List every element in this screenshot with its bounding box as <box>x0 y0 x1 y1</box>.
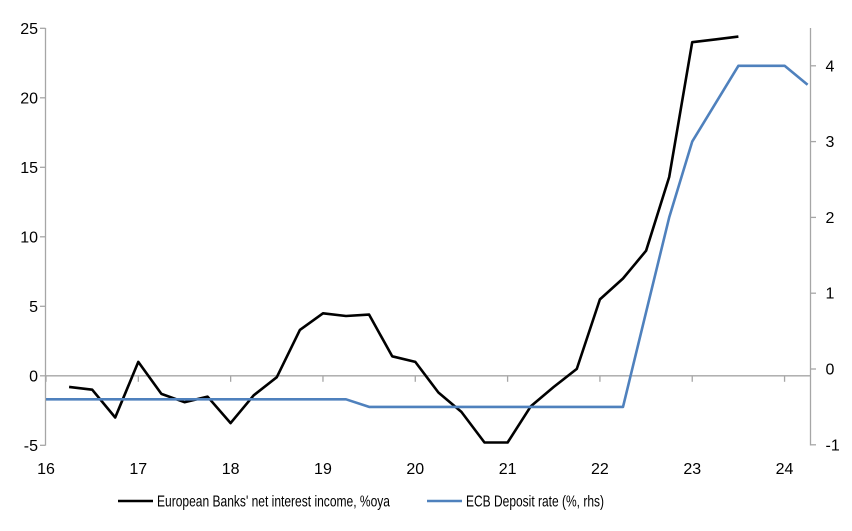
deposit-rate-line <box>46 64 809 409</box>
left-axis-tick-label: 10 <box>20 229 38 246</box>
x-axis-tick-label: 24 <box>776 461 794 478</box>
right-axis-tick-label: 0 <box>826 362 835 379</box>
right-axis-tick-label: 1 <box>826 286 835 303</box>
nii-line <box>68 35 739 444</box>
x-axis-tick-label: 23 <box>683 461 701 478</box>
x-axis-tick-label: 19 <box>314 461 332 478</box>
x-axis-tick-label: 16 <box>37 461 55 478</box>
right-axis: 4 3 2 1 0 -1 <box>809 28 840 454</box>
left-axis-tick-label: 15 <box>20 160 38 177</box>
left-axis-tick-label: -5 <box>24 438 38 455</box>
chart-legend: European Banks' net interest income, %oy… <box>118 494 604 511</box>
right-axis-tick-label: 3 <box>826 134 835 151</box>
x-axis-tick-label: 20 <box>406 461 424 478</box>
legend-label-nii: European Banks' net interest income, %oy… <box>157 494 390 511</box>
left-axis-tick-label: 0 <box>29 368 38 385</box>
x-axis-tick-label: 18 <box>222 461 240 478</box>
right-axis-tick-label: 4 <box>826 58 835 75</box>
left-axis-tick-label: 25 <box>20 21 38 38</box>
left-axis-tick-label: 20 <box>20 90 38 107</box>
left-axis-tick-label: 5 <box>29 299 38 316</box>
x-axis-tick-label: 21 <box>499 461 517 478</box>
right-axis-tick-label: -1 <box>826 437 840 454</box>
x-axis-tick-label: 22 <box>591 461 609 478</box>
right-axis-tick-label: 2 <box>826 210 835 227</box>
left-axis: 25 20 15 10 5 0 -5 <box>20 21 47 455</box>
x-axis: 16 17 18 19 20 21 22 23 24 <box>37 375 811 478</box>
x-axis-tick-label: 17 <box>129 461 147 478</box>
legend-label-deposit-rate: ECB Deposit rate (%, rhs) <box>466 494 604 511</box>
